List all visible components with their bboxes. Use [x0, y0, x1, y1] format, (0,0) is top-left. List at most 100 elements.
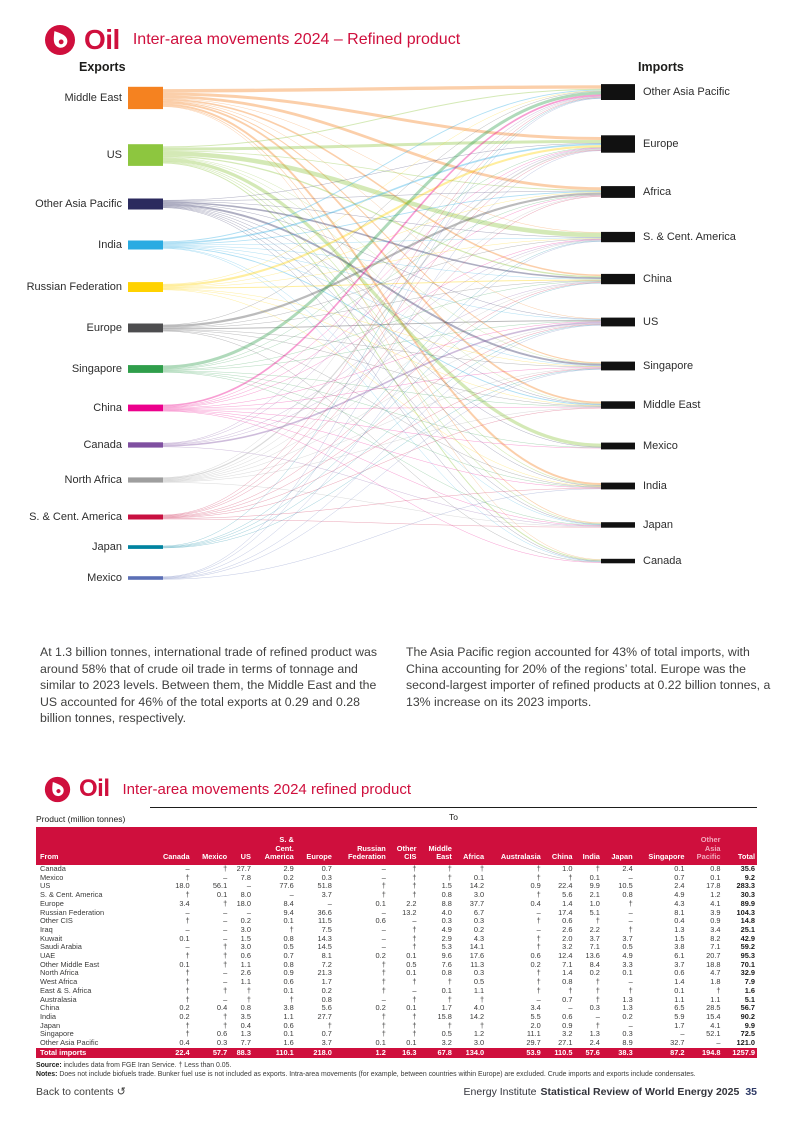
sankey-flow [162, 289, 602, 406]
table-cell: 0.8 [710, 864, 721, 873]
table-cell: 0.3 [622, 1029, 633, 1039]
sankey-flow [162, 488, 602, 580]
table-cell: 0.6 [283, 977, 294, 987]
sankey-flow [162, 94, 602, 407]
column-header: Other CIS [387, 827, 419, 865]
table-cell: † [568, 872, 573, 882]
sankey-flow [162, 203, 602, 320]
table-cell: 5.3 [441, 942, 452, 952]
sankey-flow [162, 206, 602, 487]
table-cell: 1.1 [283, 1011, 294, 1021]
table-cell: † [223, 951, 228, 961]
sankey-flow [162, 88, 602, 148]
table-cell: 14.8 [740, 916, 755, 926]
table-cell: 3.7 [321, 1038, 332, 1048]
table-cell: – [223, 907, 228, 917]
table-cell: 4.7 [710, 968, 721, 978]
table-cell: – [381, 994, 386, 1004]
column-header: Mexico [191, 827, 230, 865]
table-cell: 8.8 [441, 898, 452, 908]
movements-table-head: From Canada Mexico US S. & Cent. America Eur… [36, 827, 757, 865]
table-cell: 0.3 [473, 968, 485, 978]
table-cell: 3.3 [622, 959, 633, 969]
table-cell: 1.5 [240, 933, 251, 943]
sankey-import-node [601, 442, 635, 450]
table-cell: 0.2 [530, 959, 541, 969]
row-label: Mexico [40, 872, 64, 882]
sankey-flow [162, 140, 602, 151]
table-cell: 8.2 [710, 933, 721, 943]
table-cell: 52.1 [706, 1029, 721, 1039]
row-label: US [40, 881, 51, 891]
table-cell: 0.1 [441, 985, 452, 995]
table-cell: 0.2 [321, 985, 332, 995]
table-row: Mexico † – 7.8 0.2 0.3 – † † 0.1 † † 0.1 – 0.7 0.1 9.2 [36, 872, 757, 883]
table-cell: 7.1 [710, 942, 721, 952]
sankey-import-label: Middle East [643, 399, 701, 411]
table-cell: † [412, 1011, 417, 1021]
table-cell: 28.5 [706, 1003, 721, 1013]
table-cell: – [246, 907, 251, 917]
footer-publication: Energy Institute Statistical Review of Wo… [464, 1086, 757, 1098]
table-cell: 1.7 [441, 1003, 452, 1013]
back-to-contents-link[interactable]: Back to contents ↺ [36, 1085, 126, 1098]
table-cell: 56.7 [740, 1003, 755, 1013]
sankey-export-node [128, 365, 163, 373]
table-cell: 89.9 [740, 898, 755, 908]
table-cell: 16.3 [387, 1047, 419, 1059]
footer-review-title: Statistical Review of World Energy 2025 [540, 1086, 740, 1098]
sankey-flow [162, 369, 602, 580]
sankey-import-node [601, 558, 635, 564]
table-cell: 0.5 [622, 942, 633, 952]
table-cell: † [447, 872, 452, 882]
sankey-export-node [128, 240, 163, 250]
table-cell: 0.1 [179, 933, 190, 943]
table-cell: 13.2 [402, 907, 417, 917]
table-cell: † [381, 985, 386, 995]
sankey-flow [162, 97, 602, 547]
sankey-flow [162, 410, 602, 526]
table-cell: 36.6 [317, 907, 332, 917]
table-cell: † [412, 994, 417, 1004]
table-cell: – [628, 907, 633, 917]
page-title: Inter-area movements 2024 – Refined prod… [132, 31, 461, 48]
sankey-flow [162, 410, 602, 563]
table-cell: – [628, 872, 633, 882]
sankey-flow [162, 103, 602, 485]
table-cell: 1.2 [333, 1047, 388, 1059]
sankey-flow [162, 280, 602, 371]
sankey-flow [162, 240, 602, 481]
table-cell: † [412, 924, 417, 934]
table-cell: † [185, 872, 190, 882]
table-cell: 2.9 [283, 864, 294, 873]
table-cell: 14.3 [317, 933, 332, 943]
table-cell: † [381, 1020, 386, 1030]
table-cell: 30.3 [740, 890, 755, 900]
table-cell: 0.5 [283, 942, 294, 952]
sankey-export-label: Europe [86, 322, 122, 334]
sankey-export-label: Singapore [71, 363, 122, 375]
table-cell: 0.8 [321, 994, 332, 1004]
table-cell: 3.7 [674, 959, 685, 969]
table-cell: 4.9 [674, 890, 685, 900]
column-header: Canada [152, 827, 192, 865]
table-cell: 0.4 [179, 1038, 190, 1048]
table-cell: 9.4 [283, 907, 294, 917]
table-cell: † [185, 890, 190, 900]
sankey-flow [162, 281, 602, 481]
sankey-flow [162, 367, 602, 409]
sankey-export-node [128, 86, 163, 110]
table-cell: 8.4 [589, 959, 600, 969]
table-cell: – [327, 898, 332, 908]
table-cell: 9.6 [441, 951, 452, 961]
sankey-flow [162, 329, 602, 368]
sankey-flow [162, 323, 602, 482]
table-cell: 1.0 [562, 864, 573, 873]
footnotes: Source: includes data from FGE Iran Serv… [36, 1062, 757, 1079]
table-cell: 1257.9 [722, 1047, 757, 1059]
table-cell: 0.4 [216, 1003, 228, 1013]
table-cell: 4.9 [441, 924, 452, 934]
sankey-flow [162, 446, 602, 527]
table-cell: † [381, 1029, 386, 1039]
table-row: Japan † † 0.4 0.6 † † † † † 2.0 0.9 † – 1.7 4.1 9.9 [36, 1020, 757, 1031]
